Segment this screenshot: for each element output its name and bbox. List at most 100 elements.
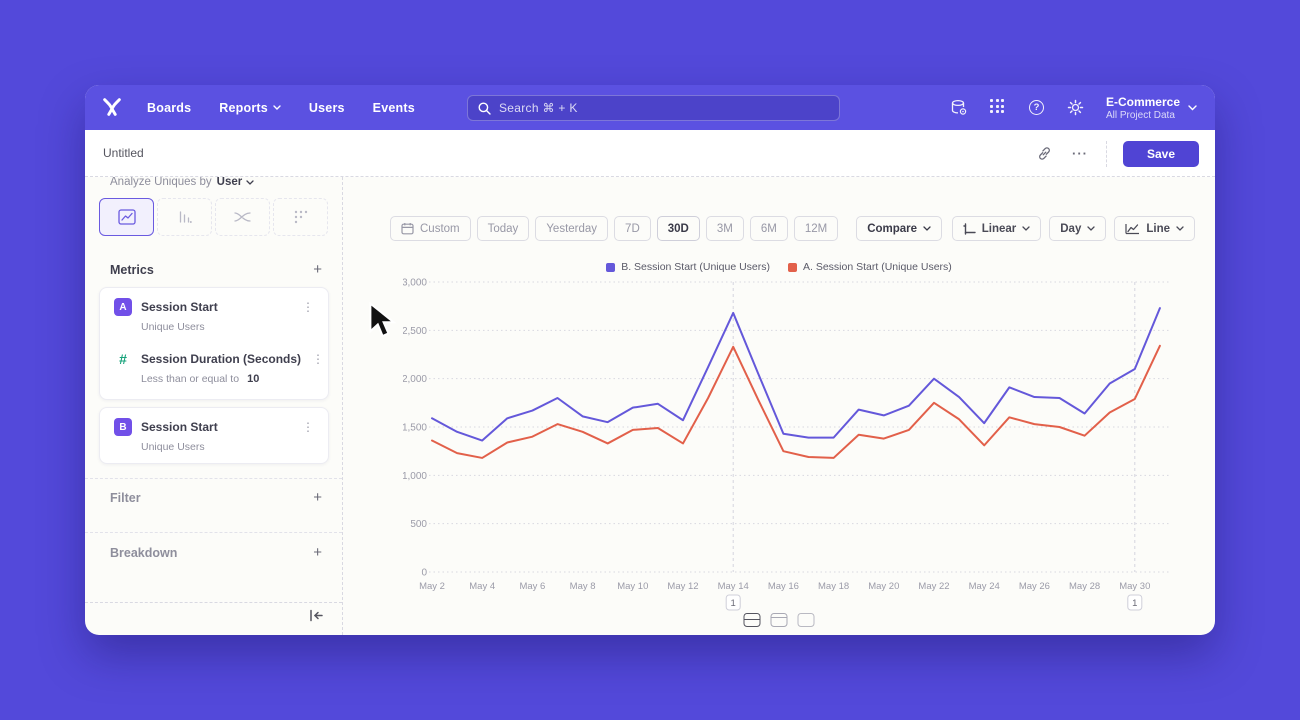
- legend-swatch-purple: [606, 262, 616, 272]
- svg-text:1: 1: [731, 598, 736, 609]
- axis-scale-icon: [963, 222, 976, 235]
- metric-condition[interactable]: Less than or equal to: [141, 373, 240, 385]
- share-link-icon[interactable]: [1034, 144, 1054, 164]
- svg-text:May 18: May 18: [818, 581, 849, 592]
- retention-icon: [294, 210, 307, 224]
- metric-menu-icon[interactable]: ⋮: [302, 420, 314, 434]
- legend-item-a[interactable]: A. Session Start (Unique Users): [788, 261, 952, 273]
- add-filter-button[interactable]: +: [313, 489, 322, 506]
- compare-dropdown[interactable]: Compare: [856, 216, 943, 241]
- range-7d-button[interactable]: 7D: [614, 216, 651, 241]
- svg-text:1: 1: [1132, 598, 1137, 609]
- svg-text:1,000: 1,000: [403, 471, 427, 482]
- analyze-by-dropdown[interactable]: User: [217, 177, 255, 190]
- tab-flows[interactable]: [215, 198, 270, 236]
- metric-subtitle[interactable]: Unique Users: [141, 321, 205, 333]
- chart-type-dropdown[interactable]: Line: [1114, 216, 1195, 241]
- number-property-icon: #: [119, 351, 127, 367]
- svg-text:500: 500: [410, 519, 427, 530]
- nav-users[interactable]: Users: [308, 100, 345, 115]
- project-switcher[interactable]: E-Commerce All Project Data: [1106, 95, 1197, 121]
- chart-options-toolbar: Linear Day Line: [951, 216, 1195, 241]
- search-icon: [478, 102, 491, 115]
- svg-text:May 22: May 22: [918, 581, 949, 592]
- query-builder-sidebar: Analyze Uniques by User: [85, 177, 343, 635]
- app-window: Boards Reports Users Events Search ⌘ + K…: [85, 85, 1215, 635]
- nav-events[interactable]: Events: [372, 100, 415, 115]
- metric-menu-icon[interactable]: ⋮: [312, 352, 325, 366]
- help-icon[interactable]: ?: [1028, 99, 1045, 116]
- top-navbar: Boards Reports Users Events Search ⌘ + K…: [85, 85, 1215, 130]
- svg-text:May 28: May 28: [1069, 581, 1100, 592]
- svg-text:2,000: 2,000: [403, 374, 427, 385]
- view-layout-toggles: [743, 613, 815, 627]
- full-view-toggle[interactable]: [797, 613, 815, 627]
- range-today-button[interactable]: Today: [476, 216, 530, 241]
- range-6m-button[interactable]: 6M: [749, 216, 788, 241]
- line-chart[interactable]: 0 500 1,000 1,500 2,000 2,500 3,000 May 2 May 4 M…: [403, 277, 1193, 617]
- collapse-sidebar-icon[interactable]: [309, 609, 324, 627]
- report-title[interactable]: Untitled: [103, 146, 144, 160]
- svg-text:May 12: May 12: [667, 581, 698, 592]
- settings-gear-icon[interactable]: [1067, 99, 1084, 116]
- tab-retention[interactable]: [273, 198, 328, 236]
- main-content: Analyze Uniques by User: [85, 177, 1215, 635]
- metric-title: Session Start: [141, 420, 218, 434]
- bar-chart-icon: [179, 211, 192, 223]
- chart-legend: B. Session Start (Unique Users) A. Sessi…: [343, 261, 1215, 273]
- add-breakdown-button[interactable]: +: [313, 544, 322, 561]
- range-12m-button[interactable]: 12M: [793, 216, 839, 241]
- metric-subtitle[interactable]: Unique Users: [141, 441, 205, 453]
- tab-line-chart[interactable]: [99, 198, 154, 236]
- legend-swatch-red: [788, 262, 797, 272]
- metric-title: Session Duration (Seconds): [141, 352, 302, 366]
- scale-dropdown[interactable]: Linear: [951, 216, 1042, 241]
- search-input[interactable]: Search ⌘ + K: [467, 95, 840, 121]
- data-management-icon[interactable]: [950, 99, 967, 116]
- range-custom-button[interactable]: Custom: [390, 216, 471, 241]
- metric-row-duration[interactable]: # Session Duration (Seconds) ⋮ Less than…: [100, 340, 328, 385]
- metric-menu-icon[interactable]: ⋮: [302, 300, 314, 314]
- metric-badge-b: B: [114, 418, 132, 436]
- line-chart-icon: [117, 209, 136, 225]
- metric-row-a[interactable]: A Session Start ⋮ Unique Users: [100, 288, 328, 333]
- divider: [85, 532, 342, 533]
- svg-text:May 30: May 30: [1119, 581, 1150, 592]
- nav-boards[interactable]: Boards: [147, 100, 192, 115]
- chart-top-view-toggle[interactable]: [770, 613, 788, 627]
- svg-text:May 14: May 14: [718, 581, 749, 592]
- tab-bar-chart[interactable]: [157, 198, 212, 236]
- metric-title: Session Start: [141, 300, 218, 314]
- range-yesterday-button[interactable]: Yesterday: [535, 216, 609, 241]
- legend-item-b[interactable]: B. Session Start (Unique Users): [606, 261, 770, 273]
- range-3m-button[interactable]: 3M: [705, 216, 744, 241]
- breakdown-row: Breakdown +: [110, 545, 322, 560]
- more-options-button[interactable]: ···: [1072, 146, 1088, 161]
- divider: [85, 602, 342, 603]
- metric-condition-value[interactable]: 10: [247, 373, 260, 385]
- nav-reports[interactable]: Reports: [219, 101, 281, 115]
- date-range-toolbar: Custom Today Yesterday 7D 30D 3M 6M 12M …: [390, 216, 943, 241]
- line-chart-icon: [1125, 223, 1140, 234]
- range-30d-button[interactable]: 30D: [656, 216, 700, 241]
- apps-grid-icon[interactable]: [989, 99, 1006, 116]
- metric-card-group-1[interactable]: A Session Start ⋮ Unique Users # Session…: [99, 287, 329, 400]
- nav-right: ? E-Commerce All Project Data: [950, 85, 1197, 130]
- interval-dropdown[interactable]: Day: [1049, 216, 1107, 241]
- save-button[interactable]: Save: [1123, 140, 1199, 167]
- metric-card-group-2[interactable]: B Session Start ⋮ Unique Users: [99, 407, 329, 464]
- mixpanel-logo[interactable]: [101, 96, 123, 118]
- titlebar-separator: [1106, 140, 1107, 167]
- svg-text:0: 0: [421, 568, 427, 579]
- split-view-toggle[interactable]: [743, 613, 761, 627]
- add-metric-button[interactable]: +: [313, 261, 322, 278]
- svg-text:May 20: May 20: [868, 581, 899, 592]
- svg-text:May 10: May 10: [617, 581, 648, 592]
- chevron-down-icon: [273, 105, 281, 110]
- metric-badge-a: A: [114, 298, 132, 316]
- analyze-label: Analyze Uniques by: [110, 177, 212, 188]
- svg-text:May 6: May 6: [519, 581, 545, 592]
- filter-row: Filter +: [110, 490, 322, 505]
- report-titlebar: Untitled ··· Save: [85, 130, 1215, 177]
- metric-row-b[interactable]: B Session Start ⋮ Unique Users: [100, 408, 328, 453]
